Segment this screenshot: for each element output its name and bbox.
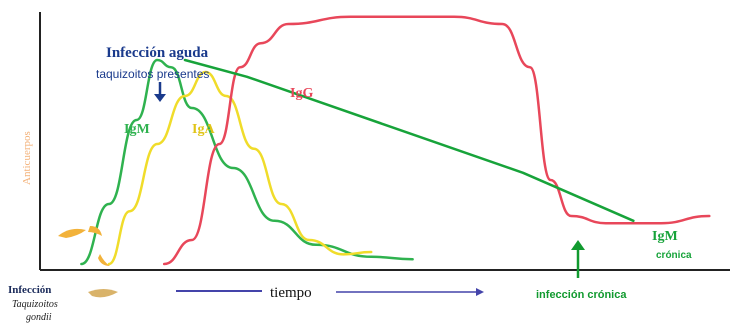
series-line-igm-cronica [183, 58, 635, 223]
x-axis-label: tiempo [270, 285, 312, 301]
acute-infection-arrow [154, 82, 166, 102]
x-axis-time-arrow [176, 288, 484, 296]
series-line-igm [80, 58, 414, 266]
label-igg: IgG [290, 86, 313, 101]
annotation-taquizoitos: taquizoitos presentes [96, 67, 209, 81]
label-igm-cronica: IgM [652, 229, 678, 244]
y-axis-label: Anticuerpos [21, 131, 33, 185]
series-line-iga [107, 70, 373, 266]
parasite-icon [88, 226, 102, 236]
label-iga-peak: IgA [192, 122, 215, 137]
annotation-gondii: gondii [26, 312, 52, 323]
parasite-icon [98, 254, 110, 266]
label-igm-peak: IgM [124, 122, 150, 137]
series-group [80, 15, 711, 266]
annotation-infeccion-aguda: Infección aguda [106, 45, 209, 61]
annotation-taquizoitos-small: Taquizoitos [12, 299, 58, 310]
annotation-infeccion-cronica: infección crónica [536, 289, 627, 301]
chronic-infection-arrow [571, 240, 585, 278]
label-cronica: crónica [656, 250, 692, 261]
parasite-icon [58, 228, 86, 238]
parasite-icon [88, 289, 118, 298]
annotation-infeccion: Infección [8, 284, 51, 296]
series-line-igg [162, 15, 711, 266]
